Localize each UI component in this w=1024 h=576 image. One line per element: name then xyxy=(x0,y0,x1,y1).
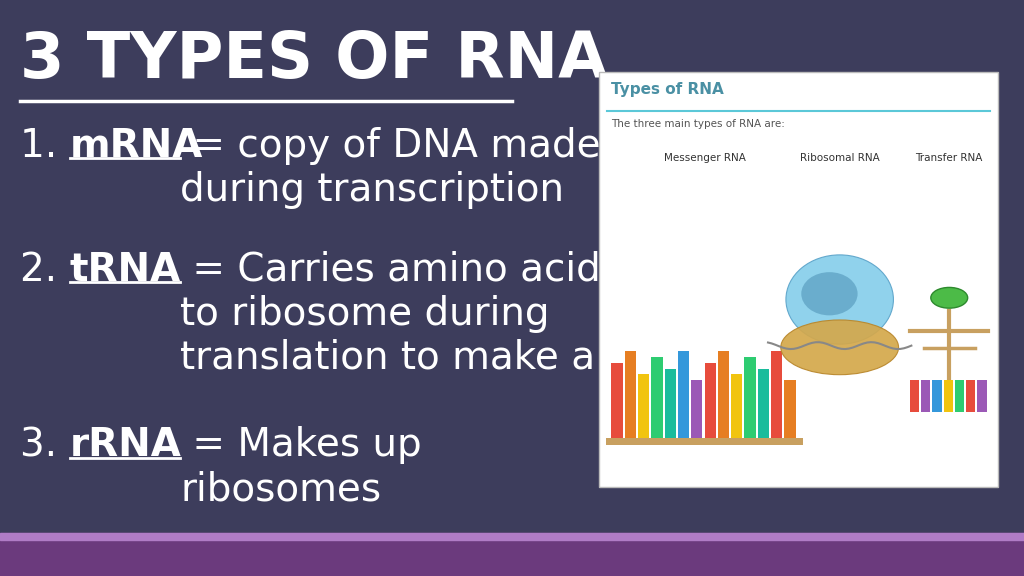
Bar xyxy=(606,438,803,445)
Bar xyxy=(638,374,649,438)
Text: 2.: 2. xyxy=(20,251,70,289)
Circle shape xyxy=(931,287,968,308)
Bar xyxy=(954,380,965,412)
Bar xyxy=(625,351,636,438)
Text: = copy of DNA made
during transcription: = copy of DNA made during transcription xyxy=(180,127,601,209)
Bar xyxy=(967,380,975,412)
Bar xyxy=(932,380,942,412)
Text: tRNA: tRNA xyxy=(70,251,181,289)
Text: Ribosomal RNA: Ribosomal RNA xyxy=(800,153,880,162)
Bar xyxy=(611,363,623,438)
Text: The three main types of RNA are:: The three main types of RNA are: xyxy=(611,119,785,129)
Bar xyxy=(705,363,716,438)
Ellipse shape xyxy=(780,320,899,375)
Ellipse shape xyxy=(786,255,893,344)
Bar xyxy=(977,380,986,412)
Text: rRNA: rRNA xyxy=(70,426,181,464)
Bar xyxy=(731,374,742,438)
Bar xyxy=(0,533,1024,540)
Text: = Makes up
ribosomes: = Makes up ribosomes xyxy=(180,426,422,508)
Bar xyxy=(909,380,920,412)
Bar xyxy=(651,357,663,438)
Bar xyxy=(691,380,702,438)
Text: 3.: 3. xyxy=(20,426,70,464)
Text: Types of RNA: Types of RNA xyxy=(611,82,724,97)
Bar xyxy=(0,533,1024,576)
Bar xyxy=(744,357,756,438)
Bar xyxy=(718,351,729,438)
Text: Messenger RNA: Messenger RNA xyxy=(664,153,745,162)
Bar xyxy=(922,380,930,412)
Bar xyxy=(771,351,782,438)
Bar xyxy=(678,351,689,438)
Text: Transfer RNA: Transfer RNA xyxy=(915,153,983,162)
Text: mRNA: mRNA xyxy=(70,127,203,165)
FancyBboxPatch shape xyxy=(599,72,998,487)
Bar xyxy=(758,369,769,438)
Text: 3 TYPES OF RNA: 3 TYPES OF RNA xyxy=(20,29,608,91)
Bar xyxy=(665,369,676,438)
Text: = Carries amino acids
to ribosome during
translation to make a protein: = Carries amino acids to ribosome during… xyxy=(180,251,745,377)
Bar xyxy=(944,380,952,412)
Text: 1.: 1. xyxy=(20,127,70,165)
Bar xyxy=(784,380,796,438)
Ellipse shape xyxy=(801,272,857,316)
